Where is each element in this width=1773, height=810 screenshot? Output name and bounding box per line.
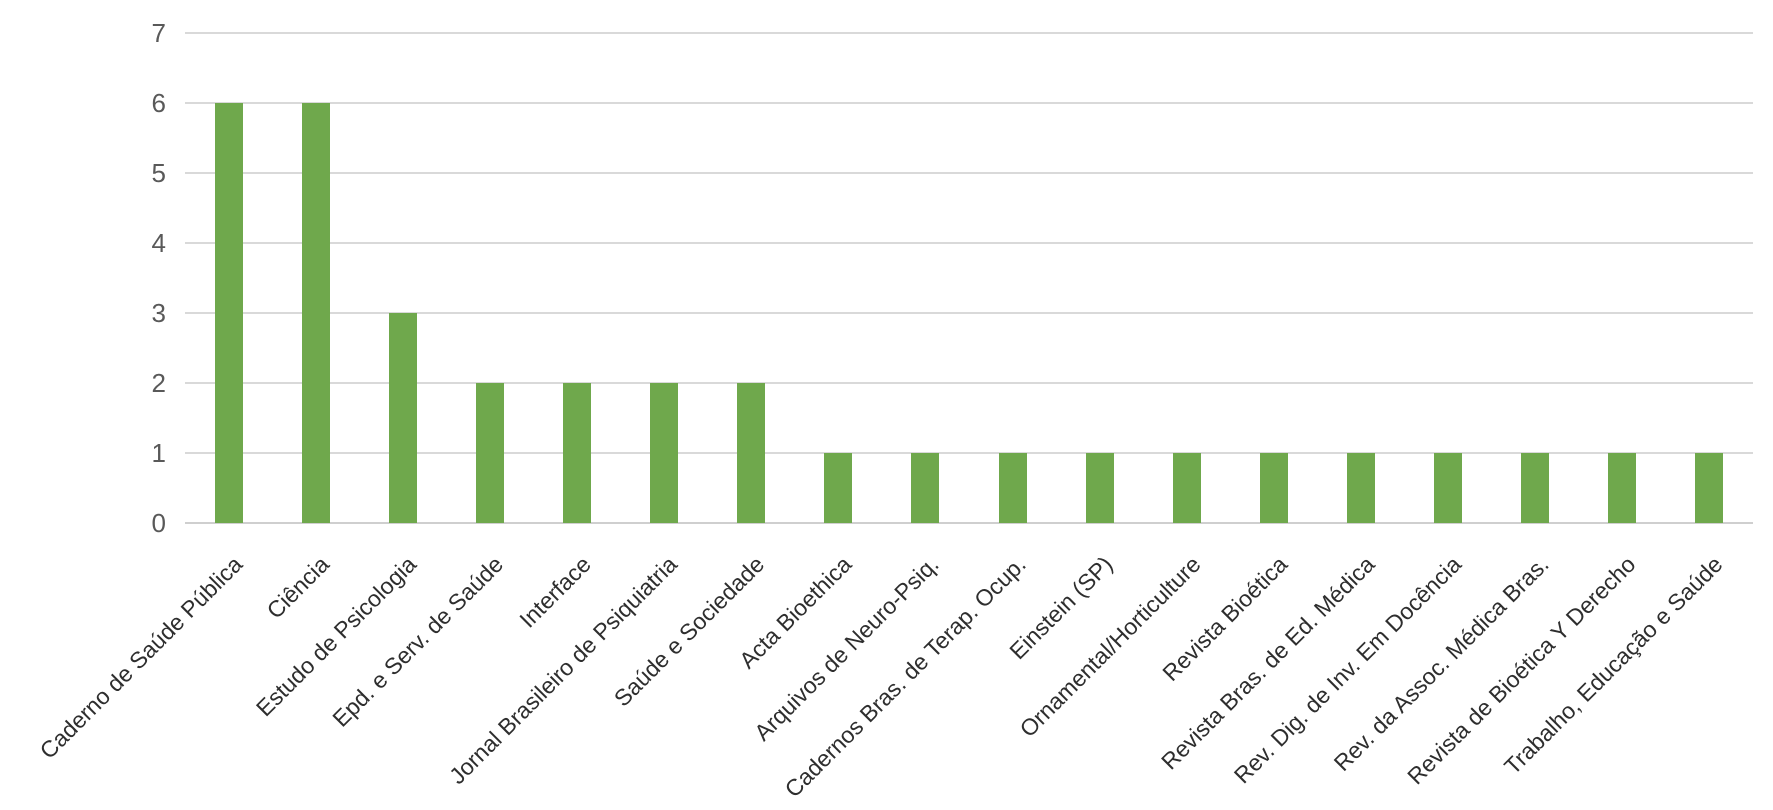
y-tick-label: 4 [151,228,166,258]
bar [214,103,243,523]
bar [650,383,679,523]
y-tick-label: 3 [151,298,166,328]
bar [475,383,504,523]
gridline [185,382,1753,384]
gridline [185,452,1753,454]
x-tick-label: Interface [513,551,596,633]
y-tick-label: 6 [151,88,166,118]
x-tick-label: Epd. e Serv. de Saúde [327,551,509,732]
bar [998,453,1027,523]
y-tick-label: 2 [151,368,166,398]
bar [911,453,940,523]
x-tick-label: Ciência [261,551,335,624]
bar [824,453,853,523]
gridline [185,522,1753,524]
bar [301,103,330,523]
bar [1695,453,1724,523]
bar [1172,453,1201,523]
gridline [185,242,1753,244]
bar [737,383,766,523]
y-tick-label: 0 [151,508,166,538]
bar [1434,453,1463,523]
y-tick-label: 1 [151,438,166,468]
x-tick-label: Saúde e Sociedade [609,551,770,712]
bar [1608,453,1637,523]
bar [563,383,591,523]
bar [1521,453,1550,523]
bar [1259,453,1288,523]
bar [388,313,417,523]
bar [1085,453,1114,523]
y-tick-label: 7 [151,18,166,48]
y-tick-label: 5 [151,158,166,188]
gridline [185,312,1753,314]
gridline [185,102,1753,104]
gridline [185,32,1753,34]
gridline [185,172,1753,174]
x-tick-label: Estudo de Psicologia [250,551,422,722]
x-tick-label: Caderno de Saúde Pública [34,551,247,764]
bar [1347,453,1375,523]
